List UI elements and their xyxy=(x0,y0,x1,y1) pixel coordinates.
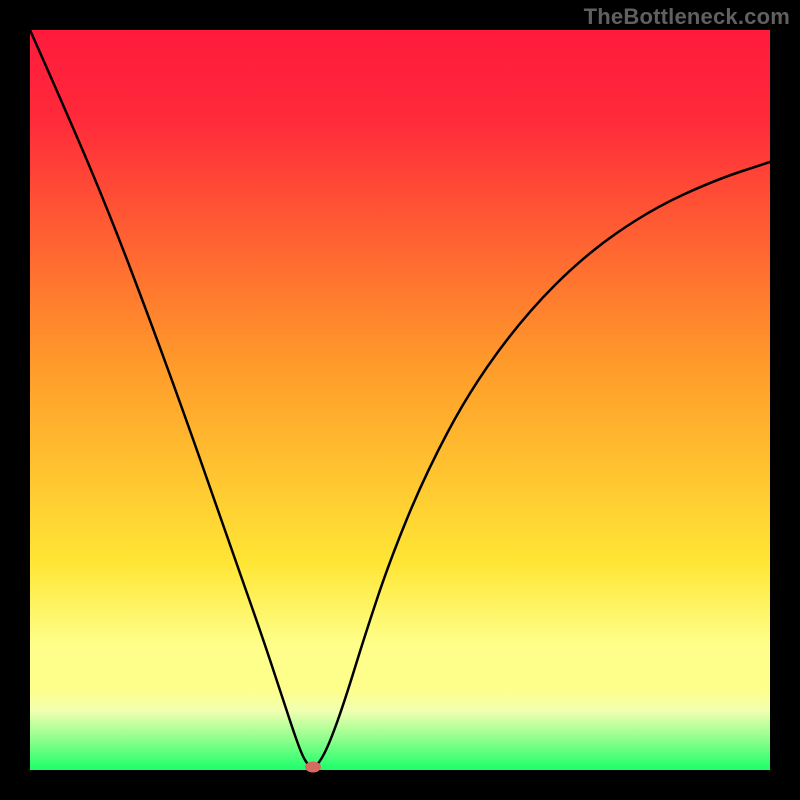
bottleneck-curve xyxy=(30,30,770,767)
plot-area xyxy=(30,30,770,770)
watermark-text: TheBottleneck.com xyxy=(584,4,790,30)
chart-root: TheBottleneck.com xyxy=(0,0,800,800)
curve-svg xyxy=(30,30,770,770)
optimum-marker xyxy=(305,762,321,773)
